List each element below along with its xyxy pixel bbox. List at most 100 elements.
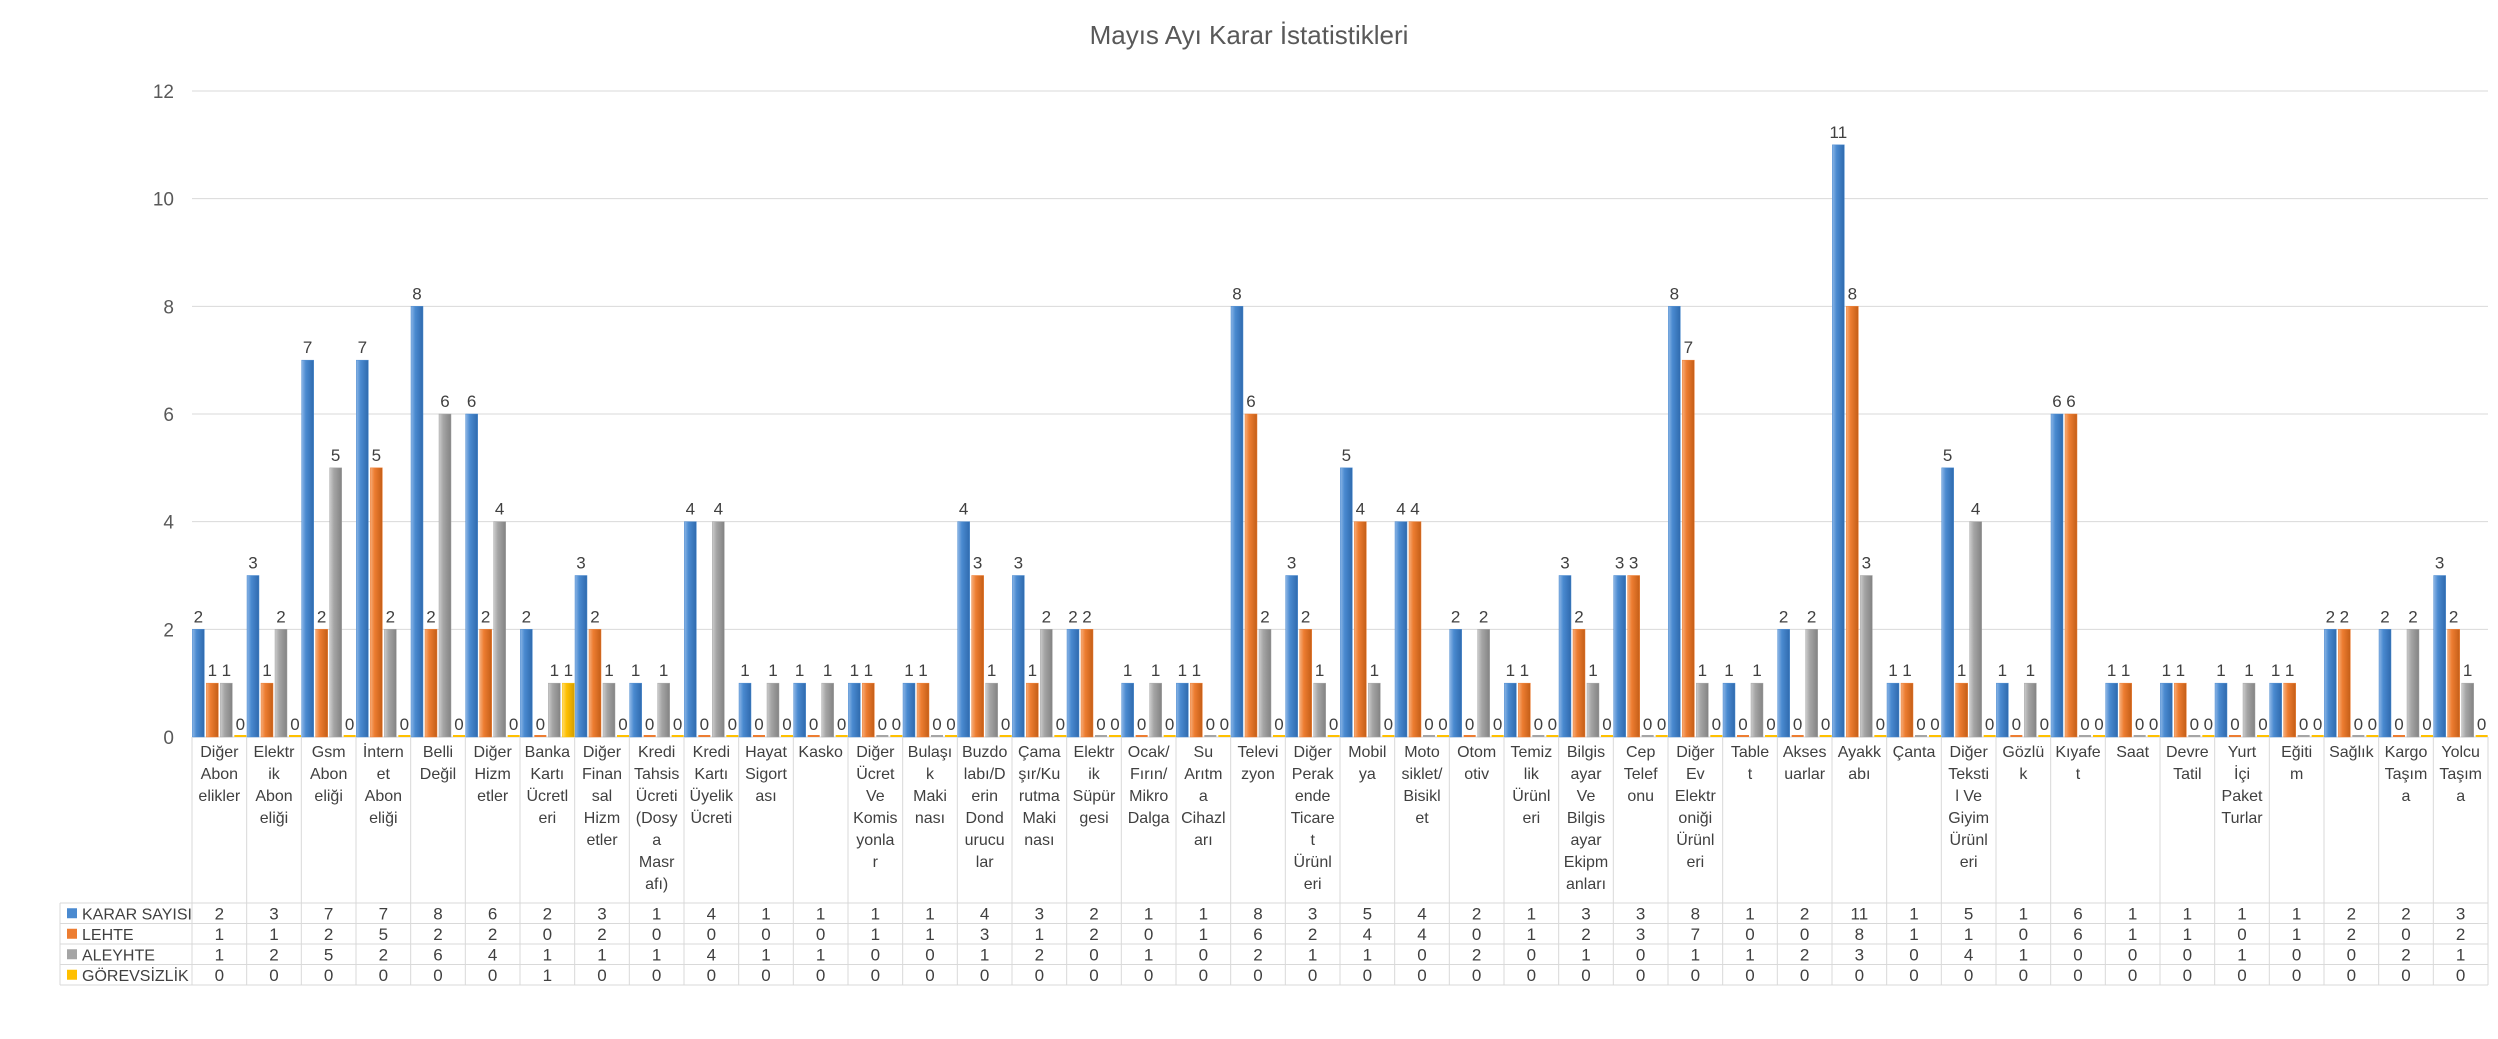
data-label: 5 bbox=[1943, 446, 1952, 465]
table-cell: 1 bbox=[925, 904, 934, 923]
bar bbox=[479, 629, 492, 738]
bar bbox=[2160, 682, 2173, 738]
data-label: 0 bbox=[1766, 715, 1775, 734]
category-label: Banka Kartı Ücretl eri bbox=[525, 744, 570, 827]
bar bbox=[246, 575, 260, 738]
bar bbox=[2064, 413, 2078, 738]
bar bbox=[1710, 735, 1723, 737]
table-cell: 2 bbox=[379, 945, 388, 964]
bar bbox=[1313, 682, 1326, 738]
data-label: 6 bbox=[2052, 392, 2061, 411]
table-cell: 0 bbox=[215, 966, 224, 985]
bar bbox=[1668, 306, 1681, 738]
data-label: 0 bbox=[1137, 715, 1146, 734]
bar bbox=[2366, 735, 2379, 737]
data-label: 1 bbox=[1506, 661, 1515, 680]
data-label: 1 bbox=[550, 661, 559, 680]
bar bbox=[931, 735, 943, 737]
bar bbox=[2297, 735, 2310, 737]
category-label: Diğer Teksti l Ve Giyim Ürünl eri bbox=[1948, 744, 1989, 871]
table-cell: 1 bbox=[215, 925, 224, 944]
table-cell: 7 bbox=[324, 904, 333, 923]
bar bbox=[438, 413, 452, 738]
table-cell: 0 bbox=[2128, 945, 2137, 964]
bar bbox=[2324, 629, 2337, 738]
legend-key bbox=[67, 949, 77, 960]
bar bbox=[1218, 735, 1231, 737]
data-label: 0 bbox=[290, 715, 299, 734]
table-cell: 0 bbox=[652, 966, 661, 985]
data-label: 1 bbox=[262, 661, 271, 680]
data-label: 0 bbox=[2368, 715, 2377, 734]
table-cell: 8 bbox=[433, 904, 442, 923]
data-label: 0 bbox=[1793, 715, 1802, 734]
table-cell: 1 bbox=[652, 904, 661, 923]
table-cell: 0 bbox=[925, 966, 934, 985]
table-cell: 0 bbox=[871, 966, 880, 985]
bar bbox=[2257, 735, 2269, 737]
data-label: 7 bbox=[1684, 338, 1693, 357]
bar bbox=[260, 682, 274, 738]
bar bbox=[781, 735, 793, 737]
bar bbox=[1273, 735, 1285, 737]
category-label: Otom otiv bbox=[1457, 744, 1496, 783]
table-cell: 1 bbox=[2019, 904, 2028, 923]
data-label: 1 bbox=[768, 661, 777, 680]
table-cell: 3 bbox=[2456, 904, 2465, 923]
table-cell: 1 bbox=[2237, 904, 2246, 923]
data-label: 1 bbox=[1151, 661, 1160, 680]
data-label: 6 bbox=[467, 392, 476, 411]
data-label: 1 bbox=[2216, 661, 2225, 680]
category-label: Akses uarlar bbox=[1783, 744, 1827, 783]
table-cell: 1 bbox=[1909, 904, 1918, 923]
table-cell: 2 bbox=[1800, 904, 1809, 923]
bar bbox=[1860, 575, 1873, 738]
data-label: 2 bbox=[1042, 607, 1051, 626]
bar bbox=[329, 467, 342, 738]
table-cell: 0 bbox=[597, 966, 606, 985]
legend-key bbox=[67, 908, 77, 919]
data-label: 4 bbox=[686, 500, 695, 519]
data-label: 0 bbox=[1274, 715, 1283, 734]
bar bbox=[1874, 735, 1887, 737]
table-cell: 4 bbox=[1417, 925, 1426, 944]
bar bbox=[1040, 629, 1053, 738]
table-cell: 0 bbox=[488, 966, 497, 985]
table-cell: 0 bbox=[1745, 925, 1754, 944]
table-cell: 7 bbox=[379, 904, 388, 923]
data-label: 0 bbox=[400, 715, 409, 734]
data-label: 3 bbox=[2435, 554, 2444, 573]
series-name: ALEYHTE bbox=[82, 947, 155, 964]
table-cell: 0 bbox=[652, 925, 661, 944]
bar bbox=[1285, 575, 1298, 738]
table-cell: 0 bbox=[2073, 966, 2082, 985]
data-label: 0 bbox=[2204, 715, 2213, 734]
bar bbox=[2093, 735, 2105, 737]
table-cell: 1 bbox=[1035, 925, 1044, 944]
data-label: 0 bbox=[1876, 715, 1885, 734]
category-label: Elektr ik Abon eliği bbox=[254, 744, 296, 827]
data-label: 3 bbox=[1014, 554, 1023, 573]
table-cell: 5 bbox=[379, 925, 388, 944]
bar bbox=[1601, 735, 1613, 737]
table-cell: 0 bbox=[1472, 925, 1481, 944]
bar bbox=[370, 467, 383, 738]
table-cell: 1 bbox=[215, 945, 224, 964]
table-cell: 1 bbox=[597, 945, 606, 964]
bar bbox=[315, 629, 328, 738]
table-cell: 0 bbox=[2347, 966, 2356, 985]
table-cell: 0 bbox=[2401, 966, 2410, 985]
bar bbox=[1696, 682, 1709, 738]
data-label: 0 bbox=[2080, 715, 2089, 734]
table-cell: 0 bbox=[379, 966, 388, 985]
bar bbox=[957, 521, 970, 738]
data-label: 1 bbox=[864, 661, 873, 680]
y-tick-label: 12 bbox=[153, 82, 174, 103]
data-label: 1 bbox=[918, 661, 927, 680]
data-label: 6 bbox=[1246, 392, 1255, 411]
data-label: 2 bbox=[1260, 607, 1269, 626]
table-cell: 3 bbox=[1581, 904, 1590, 923]
table-cell: 1 bbox=[1581, 945, 1590, 964]
data-label: 1 bbox=[1698, 661, 1707, 680]
data-label: 0 bbox=[754, 715, 763, 734]
